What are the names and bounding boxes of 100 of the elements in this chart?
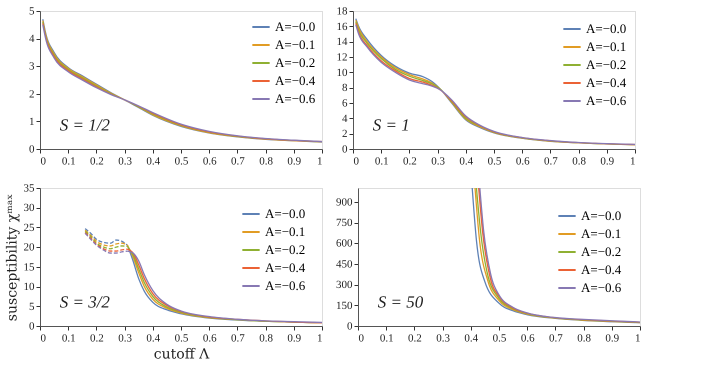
y-tick-label: 3 (29, 60, 35, 73)
x-tick-label: 0.2 (90, 332, 104, 344)
annotation: S = 50 (378, 292, 424, 312)
x-axis-title: cutoff Λ (154, 346, 210, 362)
y-tick-label: 5 (29, 6, 35, 18)
annotation: S = 3/2 (60, 292, 110, 312)
y-tick-label: 10 (24, 281, 35, 294)
x-tick-label: 0.2 (403, 156, 417, 168)
x-tick-label: 0.2 (90, 156, 104, 168)
y-tick-label: 300 (336, 279, 353, 292)
x-tick-label: 1 (630, 156, 636, 168)
x-tick-label: 0.3 (431, 156, 446, 168)
x-tick-label: 0.8 (259, 156, 274, 168)
x-tick-label: 0.3 (118, 156, 132, 168)
x-tick-label: 0.8 (577, 332, 592, 344)
x-tick-label: 0.5 (492, 332, 507, 344)
x-tick-label: 0.4 (464, 332, 479, 344)
y-tick-label: 0 (29, 320, 35, 332)
x-tick-label: 0.6 (520, 332, 536, 344)
legend-label: A=−0.1 (265, 224, 306, 239)
y-tick-label: 30 (24, 202, 35, 214)
legend-label: A=−0.0 (581, 208, 622, 223)
x-tick-label: 0.6 (516, 156, 530, 168)
y-tick-label: 2 (29, 88, 34, 100)
y-tick-label: 14 (336, 36, 348, 48)
x-tick-label: 0.8 (572, 156, 586, 168)
x-tick-label: 0 (358, 332, 364, 344)
annotation: S = 1 (372, 116, 410, 135)
x-tick-label: 1 (317, 332, 322, 344)
legend-label: A=−0.4 (275, 73, 316, 88)
y-tick-label: 900 (336, 196, 353, 208)
legend-label: A=−0.6 (265, 278, 306, 293)
x-tick-label: 0.9 (605, 332, 620, 344)
x-tick-label: 0.5 (174, 332, 189, 344)
y-tick-label: 150 (336, 300, 353, 312)
legend-label: A=−0.1 (581, 226, 622, 241)
legend-label: A=−0.0 (275, 19, 316, 34)
y-tick-label: 0 (29, 144, 35, 156)
legend-label: A=−0.2 (275, 55, 316, 70)
x-tick-label: 1 (635, 332, 640, 344)
y-tick-label: 600 (336, 238, 353, 250)
x-tick-label: 0.3 (436, 332, 450, 344)
y-tick-label: 750 (336, 217, 353, 229)
x-tick-label: 0.3 (118, 332, 132, 344)
y-tick-label: 20 (24, 242, 35, 254)
y-tick-label: 18 (336, 6, 348, 18)
y-tick-label: 4 (29, 33, 35, 46)
x-tick-label: 0.9 (600, 156, 615, 168)
y-tick-label: 1 (29, 116, 34, 128)
x-tick-label: 0.2 (408, 332, 422, 344)
x-tick-label: 0.4 (146, 156, 161, 168)
y-tick-label: 2 (342, 128, 348, 140)
x-tick-label: 0.7 (549, 332, 564, 344)
legend-label: A=−0.6 (586, 93, 627, 108)
y-tick-label: 25 (24, 222, 35, 234)
legend-label: A=−0.4 (265, 260, 306, 275)
y-tick-label: 5 (29, 300, 35, 313)
x-tick-label: 0.9 (287, 332, 302, 344)
legend-label: A=−0.6 (581, 280, 622, 295)
legend-label: A=−0.4 (586, 75, 627, 90)
y-tick-label: 16 (336, 20, 348, 33)
y-axis-title: susceptibility χᵐᵃˣ (4, 194, 20, 322)
x-tick-label: 0.7 (544, 156, 558, 168)
x-tick-label: 0.6 (202, 332, 218, 344)
y-tick-label: 8 (342, 82, 348, 94)
x-tick-label: 0.8 (259, 332, 274, 344)
y-tick-label: 450 (336, 258, 353, 270)
y-tick-label: 35 (24, 182, 35, 194)
legend-label: A=−0.1 (586, 39, 626, 54)
x-tick-label: 0.1 (62, 156, 76, 168)
y-tick-label: 10 (336, 66, 348, 79)
legend-label: A=−0.0 (586, 21, 626, 36)
legend-label: A=−0.1 (275, 37, 316, 52)
legend-label: A=−0.2 (265, 242, 306, 257)
x-tick-label: 0 (40, 332, 46, 344)
y-tick-label: 6 (342, 98, 348, 110)
x-tick-label: 0.7 (231, 332, 246, 344)
x-tick-label: 0 (40, 156, 46, 168)
legend-label: A=−0.0 (265, 206, 306, 221)
legend-label: A=−0.6 (275, 91, 316, 106)
x-tick-label: 0.7 (231, 156, 246, 168)
y-tick-label: 0 (347, 320, 353, 332)
x-tick-label: 0.9 (287, 156, 302, 168)
legend-label: A=−0.2 (586, 57, 626, 72)
y-tick-label: 12 (336, 52, 348, 64)
x-tick-label: 0.4 (459, 156, 474, 168)
y-tick-label: 0 (342, 144, 348, 156)
x-tick-label: 0.1 (380, 332, 394, 344)
legend-label: A=−0.4 (581, 262, 622, 277)
x-tick-label: 0.5 (488, 156, 502, 168)
x-tick-label: 1 (317, 156, 322, 168)
x-tick-label: 0.5 (174, 156, 189, 168)
x-tick-label: 0.6 (202, 156, 218, 168)
legend-label: A=−0.2 (581, 244, 622, 259)
y-tick-label: 4 (342, 112, 348, 125)
y-tick-label: 15 (24, 261, 35, 274)
x-tick-label: 0.1 (62, 332, 76, 344)
annotation: S = 1/2 (60, 116, 110, 135)
x-tick-label: 0.4 (146, 332, 161, 344)
x-tick-label: 0.1 (374, 156, 389, 168)
